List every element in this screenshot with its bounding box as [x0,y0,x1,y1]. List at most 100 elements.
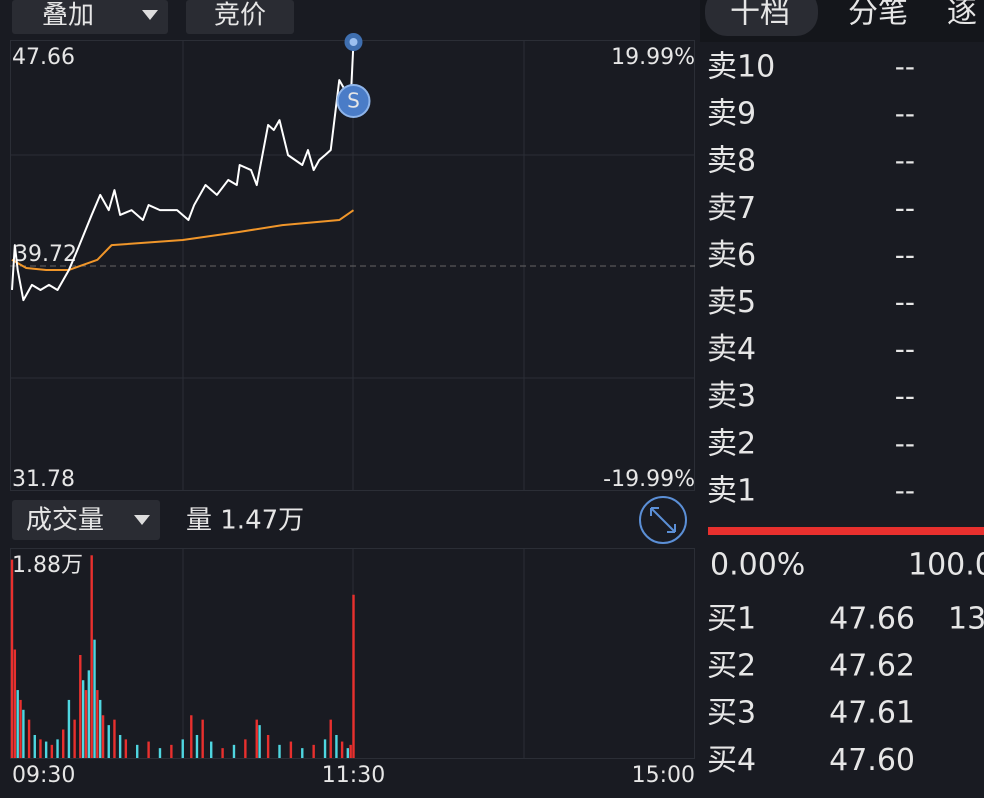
volume-bar [201,719,204,758]
volume-bar [33,734,36,758]
active-tab[interactable] [705,0,818,36]
ask-price: -- [895,238,915,271]
volume-bar [136,744,139,758]
bid-price: 47.60 [829,743,915,778]
volume-bar [22,709,25,758]
sell-marker [336,84,371,118]
ratio-right: 100.0 [908,548,984,583]
ask-label: 卖4 [707,332,756,367]
volume-bar [181,739,184,758]
overlay-label: 叠加 [42,1,94,31]
auction-label: 竞价 [214,1,266,31]
overlay-button[interactable] [12,0,168,34]
bid-label: 买1 [707,602,756,637]
volume-bar [101,715,105,758]
auction-button[interactable] [186,0,294,34]
ask-label: 卖2 [707,426,756,461]
volume-bar [329,719,332,758]
volume-bar [278,744,281,758]
volume-bar [87,670,91,758]
volume-bar [352,594,355,758]
bid-label: 买3 [707,696,756,731]
volume-bar [147,741,150,758]
last-price-dot-inner [349,38,358,46]
volume-bar [190,715,193,758]
ask-label: 卖10 [707,50,775,85]
y-axis-min: 31.78 [12,467,75,492]
volume-bar [266,734,270,758]
volume-bar [349,744,352,758]
volume-bar [232,744,236,758]
ask-label: 卖6 [707,238,756,273]
ask-price: -- [895,333,915,366]
volume-bar [39,739,42,758]
ask-price: -- [895,474,915,507]
volume-bar [107,725,110,758]
volume-bar [84,690,88,758]
volume-bar [73,719,76,758]
volume-bar [16,690,19,758]
volume-bar [255,719,258,758]
volume-bar [289,741,293,758]
volume-bar [158,748,162,758]
tab-label: 分笔 [848,0,908,31]
volume-bar [258,725,261,758]
volume-tick-label: 1.88万 [12,553,83,578]
ask-price: -- [895,380,915,413]
volume-bar [56,739,59,758]
ask-label: 卖9 [707,97,756,132]
volume-bar [90,555,93,758]
tab-label: 逐 [947,0,977,31]
volume-bar [346,748,350,758]
bid-label: 买2 [707,649,756,684]
ask-label: 卖3 [707,379,756,414]
volume-bar [27,719,31,758]
volume-bar [10,559,14,758]
bid-price: 47.66 [829,602,915,637]
price-line [11,41,355,302]
x-tick-label: 11:30 [322,763,385,788]
ask-price: -- [895,286,915,319]
ask-label: 卖1 [707,473,756,508]
volume-bar [323,739,327,758]
avg-line [11,209,355,271]
ask-price: -- [895,427,915,460]
bid-label: 买4 [707,743,756,778]
ask-price: -- [895,97,915,130]
volume-bar [210,741,213,758]
volume-bar [50,744,54,758]
sell-marker-label: S [347,89,360,113]
bid-volume: 13 [948,602,984,637]
volume-bar [13,649,17,758]
volume-bar [113,719,116,758]
volume-bar [312,744,315,758]
volume-label: 成交量 [26,506,104,536]
ask-label: 卖5 [707,285,756,320]
ask-price: -- [895,50,915,83]
prev-close-label: 39.72 [14,242,77,267]
expand-icon[interactable] [639,496,687,544]
volume-bar [340,741,344,758]
x-tick-label: 15:00 [632,763,695,788]
volume-bar [79,655,82,758]
volume-bar [244,739,247,758]
ratio-bar [708,527,984,535]
volume-bar [335,734,338,758]
volume-bar [99,699,102,758]
volume-bar [221,748,224,758]
volume-current: 量 1.47万 [186,506,304,536]
dropdown-arrow [134,515,150,525]
ask-price: -- [895,191,915,224]
ask-label: 卖7 [707,191,756,226]
volume-button[interactable] [12,500,160,540]
volume-bar [62,729,65,758]
pct-top: 19.99% [611,45,695,70]
volume-bar [19,699,22,758]
volume-bar [67,699,71,758]
bid-price: 47.62 [829,649,915,684]
ask-label: 卖8 [707,144,756,179]
ask-price: -- [895,144,915,177]
volume-bar [118,734,122,758]
